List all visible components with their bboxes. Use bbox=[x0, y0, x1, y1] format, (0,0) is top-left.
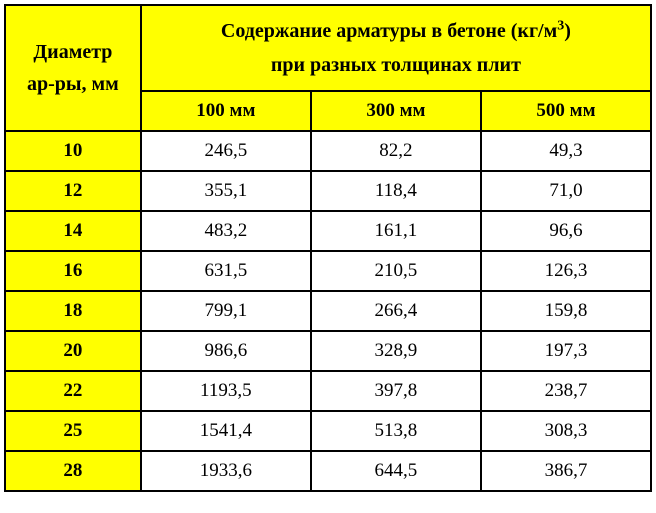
header-diameter: Диаметр ар-ры, мм bbox=[5, 5, 141, 131]
table-row: 20986,6328,9197,3 bbox=[5, 331, 651, 371]
table-row: 18799,1266,4159,8 bbox=[5, 291, 651, 331]
header-diameter-line2: ар-ры, мм bbox=[27, 73, 119, 95]
cell-300mm: 161,1 bbox=[311, 211, 481, 251]
row-diameter: 14 bbox=[5, 211, 141, 251]
header-content: Содержание арматуры в бетоне (кг/м3) при… bbox=[141, 5, 651, 91]
cell-500mm: 159,8 bbox=[481, 291, 651, 331]
rebar-content-table: Диаметр ар-ры, мм Содержание арматуры в … bbox=[4, 4, 652, 492]
cell-100mm: 483,2 bbox=[141, 211, 311, 251]
cell-300mm: 210,5 bbox=[311, 251, 481, 291]
table-header: Диаметр ар-ры, мм Содержание арматуры в … bbox=[5, 5, 651, 131]
cell-500mm: 308,3 bbox=[481, 411, 651, 451]
cell-100mm: 246,5 bbox=[141, 131, 311, 171]
cell-100mm: 355,1 bbox=[141, 171, 311, 211]
cell-100mm: 986,6 bbox=[141, 331, 311, 371]
header-diameter-line1: Диаметр bbox=[33, 41, 112, 63]
cell-500mm: 126,3 bbox=[481, 251, 651, 291]
header-content-line1-end: ) bbox=[564, 20, 571, 42]
row-diameter: 25 bbox=[5, 411, 141, 451]
table-row: 251541,4513,8308,3 bbox=[5, 411, 651, 451]
cell-500mm: 238,7 bbox=[481, 371, 651, 411]
table-row: 10246,582,249,3 bbox=[5, 131, 651, 171]
cell-500mm: 71,0 bbox=[481, 171, 651, 211]
row-diameter: 12 bbox=[5, 171, 141, 211]
table-row: 12355,1118,471,0 bbox=[5, 171, 651, 211]
cell-500mm: 49,3 bbox=[481, 131, 651, 171]
table-row: 221193,5397,8238,7 bbox=[5, 371, 651, 411]
cell-300mm: 266,4 bbox=[311, 291, 481, 331]
cell-300mm: 513,8 bbox=[311, 411, 481, 451]
table-body: 10246,582,249,312355,1118,471,014483,216… bbox=[5, 131, 651, 491]
table-row: 281933,6644,5386,7 bbox=[5, 451, 651, 491]
header-col-500: 500 мм bbox=[481, 91, 651, 131]
cell-100mm: 799,1 bbox=[141, 291, 311, 331]
row-diameter: 16 bbox=[5, 251, 141, 291]
cell-500mm: 197,3 bbox=[481, 331, 651, 371]
cell-100mm: 631,5 bbox=[141, 251, 311, 291]
row-diameter: 22 bbox=[5, 371, 141, 411]
header-col-100: 100 мм bbox=[141, 91, 311, 131]
table-row: 14483,2161,196,6 bbox=[5, 211, 651, 251]
table-row: 16631,5210,5126,3 bbox=[5, 251, 651, 291]
header-content-line2: при разных толщинах плит bbox=[271, 54, 521, 76]
row-diameter: 28 bbox=[5, 451, 141, 491]
cell-100mm: 1933,6 bbox=[141, 451, 311, 491]
cell-300mm: 328,9 bbox=[311, 331, 481, 371]
row-diameter: 20 bbox=[5, 331, 141, 371]
cell-300mm: 397,8 bbox=[311, 371, 481, 411]
row-diameter: 10 bbox=[5, 131, 141, 171]
cell-500mm: 96,6 bbox=[481, 211, 651, 251]
cell-100mm: 1193,5 bbox=[141, 371, 311, 411]
header-col-300: 300 мм bbox=[311, 91, 481, 131]
cell-300mm: 82,2 bbox=[311, 131, 481, 171]
cell-300mm: 118,4 bbox=[311, 171, 481, 211]
cell-500mm: 386,7 bbox=[481, 451, 651, 491]
cell-300mm: 644,5 bbox=[311, 451, 481, 491]
header-row-1: Диаметр ар-ры, мм Содержание арматуры в … bbox=[5, 5, 651, 91]
cell-100mm: 1541,4 bbox=[141, 411, 311, 451]
row-diameter: 18 bbox=[5, 291, 141, 331]
header-content-line1: Содержание арматуры в бетоне (кг/м bbox=[221, 20, 557, 42]
